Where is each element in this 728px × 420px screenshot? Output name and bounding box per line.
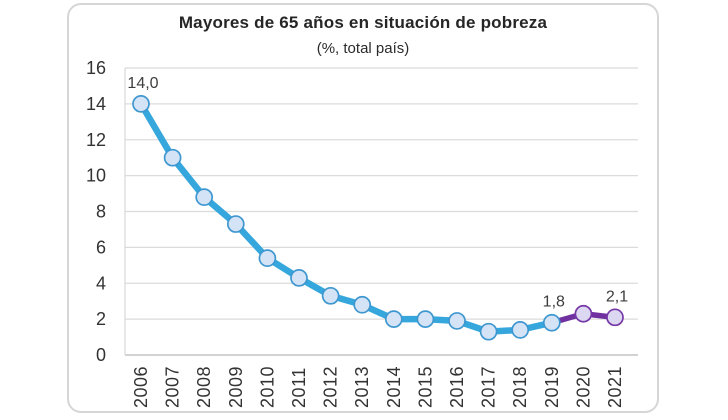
y-tick-label: 6 [96,237,106,257]
x-tick-label: 2014 [384,366,404,408]
data-point-marker-2016 [448,312,466,330]
chart-title: Mayores de 65 años en situación de pobre… [178,13,548,32]
y-tick-label: 16 [86,58,106,78]
data-label-2019: 1,8 [543,294,565,311]
data-label-2006: 14,0 [127,75,158,92]
data-point-marker-2015 [416,310,435,328]
data-point-marker-2008 [195,188,214,206]
x-tick-label: 2012 [321,366,341,408]
x-tick-label: 2021 [605,366,625,408]
y-tick-label: 0 [96,345,106,365]
series-line-historico-2006-2019 [137,100,556,335]
data-point-marker-2021 [606,308,624,327]
y-tick-label: 8 [96,202,106,222]
x-tick-label: 2020 [573,366,593,408]
chart-subtitle: (%, total país) [316,40,410,57]
x-tick-label: 2010 [257,366,277,408]
y-tick-label: 2 [96,309,106,329]
data-point-marker-2012 [321,286,340,305]
y-tick-label: 4 [96,273,106,293]
x-tick-label: 2013 [352,366,372,408]
data-point-marker-2018 [511,321,530,339]
x-tick-label: 2018 [510,366,530,408]
data-point-marker-2010 [258,249,277,267]
data-point-marker-2007 [163,148,182,167]
x-tick-label: 2008 [194,366,214,408]
x-tick-label: 2011 [289,367,309,408]
data-point-marker-2006 [132,95,150,113]
data-point-marker-2009 [226,215,245,233]
x-tick-label: 2009 [226,366,246,408]
x-tick-label: 2015 [415,366,435,408]
data-label-2021: 2,1 [606,288,628,305]
x-tick-label: 2019 [542,366,562,408]
data-point-marker-2013 [353,295,372,314]
x-tick-label: 2007 [163,366,183,408]
data-point-marker-2014 [384,310,403,328]
y-tick-label: 10 [86,166,106,186]
x-tick-label: 2016 [447,366,467,408]
y-tick-label: 12 [86,130,106,150]
data-point-marker-2011 [290,269,308,287]
x-tick-label: 2006 [131,366,151,408]
chart-card [67,3,659,413]
data-point-marker-2020 [574,304,593,323]
data-point-marker-2019 [542,313,561,332]
data-point-marker-2017 [479,322,498,341]
x-tick-label: 2017 [479,366,499,408]
y-tick-label: 14 [86,94,106,114]
